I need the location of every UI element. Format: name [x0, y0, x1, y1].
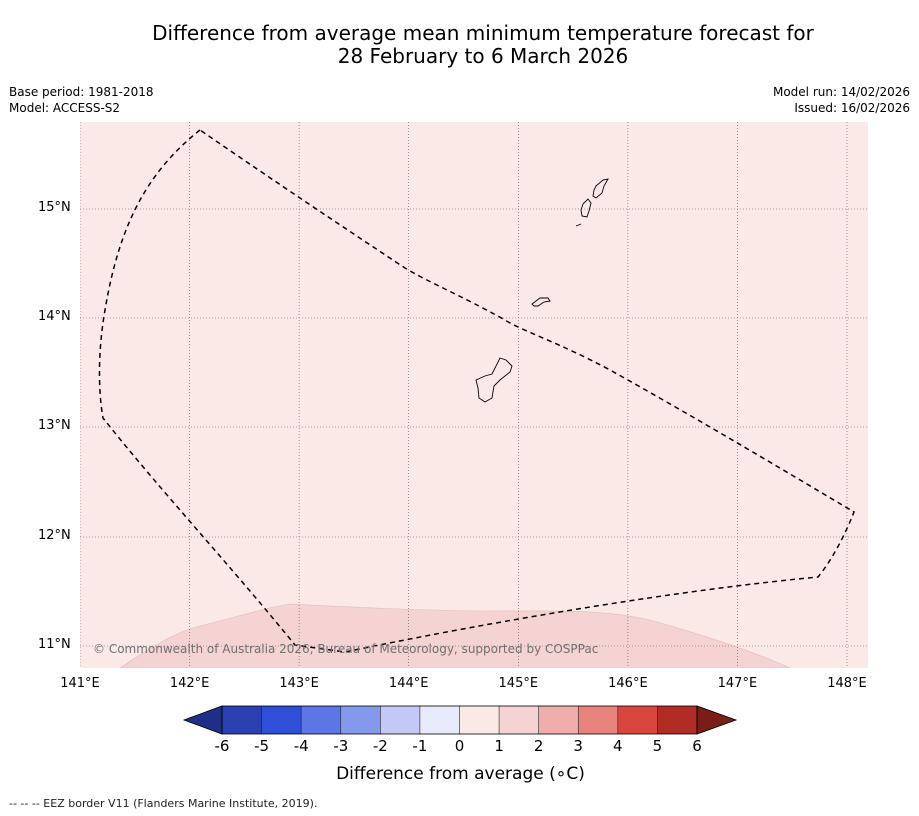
- lat-label: 11°N: [38, 637, 71, 652]
- island-aguijan: [575, 223, 582, 227]
- base-period: Base period: 1981-2018: [9, 85, 154, 99]
- copyright-notice: © Commonwealth of Australia 2026, Bureau…: [93, 642, 599, 656]
- colorbar-segment: [657, 706, 698, 734]
- colorbar-tick: -6: [214, 737, 230, 755]
- colorbar-tick: 4: [613, 737, 623, 755]
- colorbar-tick: 6: [692, 737, 702, 755]
- colorbar-tick: 3: [573, 737, 583, 755]
- colorbar-under-arrow: [182, 705, 223, 735]
- colorbar-tick: 2: [533, 737, 544, 755]
- islands: [475, 178, 609, 403]
- lat-label: 12°N: [38, 528, 71, 543]
- lon-label: 148°E: [827, 676, 867, 691]
- island-saipan: [592, 178, 609, 199]
- meta-left: Base period: 1981-2018 Model: ACCESS-S2: [9, 84, 154, 116]
- island-guam: [475, 357, 513, 403]
- colorbar-segment: [261, 706, 302, 734]
- lon-label: 141°E: [60, 676, 100, 691]
- map-background: [80, 122, 868, 668]
- colorbar-tick: 1: [494, 737, 504, 755]
- lat-label: 13°N: [38, 418, 71, 433]
- colorbar-segment: [301, 706, 342, 734]
- colorbar-tick: -4: [293, 737, 309, 755]
- colorbar-tick: 0: [454, 737, 465, 755]
- island-rota: [531, 297, 551, 307]
- eez-border: [98, 129, 855, 653]
- colorbar-over-arrow: [696, 705, 738, 735]
- chart-title: Difference from average mean minimum tem…: [0, 22, 919, 68]
- title-line-1: Difference from average mean minimum tem…: [152, 21, 814, 45]
- colorbar-segment: [340, 706, 381, 734]
- colorbar-segment: [419, 706, 460, 734]
- lon-label: 147°E: [717, 676, 758, 691]
- colorbar-tick: -2: [372, 737, 388, 755]
- colorbar-tick: 5: [652, 737, 663, 755]
- colorbar-segment: [499, 706, 540, 734]
- colorbar-segment: [538, 706, 579, 734]
- lon-label: 142°E: [169, 676, 210, 691]
- colorbar-frame: [221, 705, 698, 735]
- title-line-2: 28 February to 6 March 2026: [337, 44, 629, 68]
- colorbar-tick: -1: [412, 737, 428, 755]
- anomaly-region-1-to-2: [119, 603, 791, 668]
- issued-date: Issued: 16/02/2026: [794, 101, 910, 115]
- colorbar-segment: [617, 706, 658, 734]
- lon-label: 143°E: [279, 676, 319, 691]
- eez-footnote: -- -- -- EEZ border V11 (Flanders Marine…: [9, 797, 318, 810]
- meta-right: Model run: 14/02/2026 Issued: 16/02/2026: [773, 84, 910, 116]
- colorbar-tick: -3: [333, 737, 349, 755]
- island-tinian: [580, 198, 592, 218]
- lon-label: 144°E: [388, 676, 429, 691]
- colorbar: [182, 705, 738, 735]
- lon-label: 145°E: [498, 676, 539, 691]
- model-run: Model run: 14/02/2026: [772, 85, 910, 99]
- lat-label: 14°N: [38, 309, 71, 324]
- model-name: Model: ACCESS-S2: [9, 101, 121, 115]
- lat-label: 15°N: [38, 200, 71, 215]
- colorbar-label: Difference from average (∘C): [336, 764, 585, 784]
- colorbar-segment: [578, 706, 619, 734]
- colorbar-segment: [459, 706, 500, 734]
- colorbar-segment: [222, 706, 262, 734]
- graticule: [80, 122, 868, 668]
- colorbar-tick: -5: [254, 737, 270, 755]
- colorbar-segment: [380, 706, 421, 734]
- lon-label: 146°E: [608, 676, 648, 691]
